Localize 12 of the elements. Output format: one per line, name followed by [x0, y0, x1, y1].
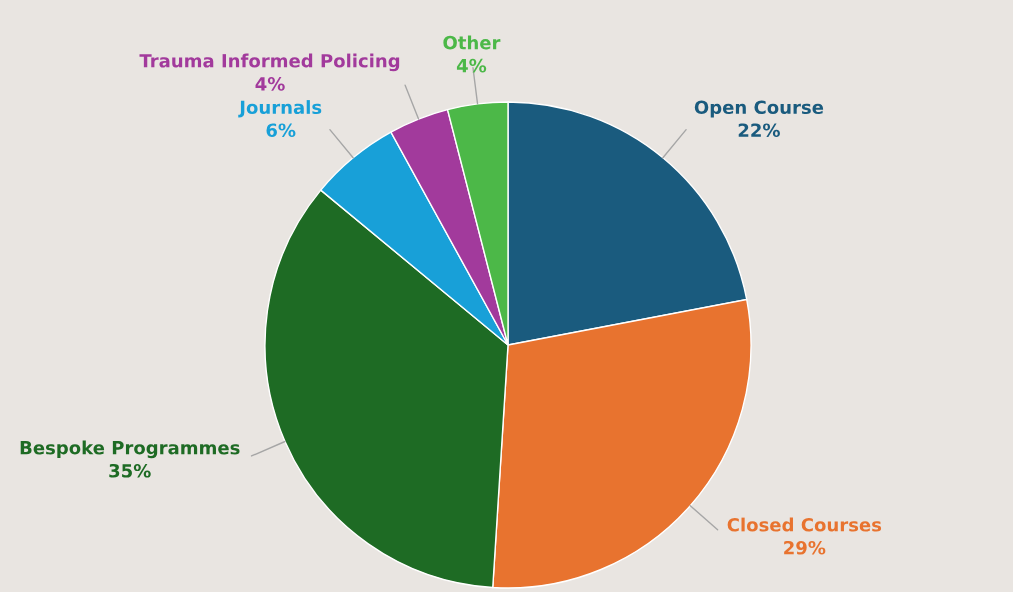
slice-label: Other: [443, 35, 501, 50]
data-label: 6%: [266, 123, 296, 138]
data-label: 4%: [456, 58, 487, 73]
data-label: 35%: [109, 463, 151, 478]
slice-label: Trauma Informed Policing: [139, 53, 400, 72]
slice-label: Open Course: [694, 100, 824, 118]
data-label: 29%: [784, 540, 826, 555]
slice-label: Bespoke Programmes: [20, 440, 240, 459]
data-label: 22%: [738, 123, 780, 138]
slice-label: Closed Courses: [727, 517, 882, 532]
slice-label: Journals: [238, 100, 322, 118]
data-label: 4%: [255, 77, 285, 91]
